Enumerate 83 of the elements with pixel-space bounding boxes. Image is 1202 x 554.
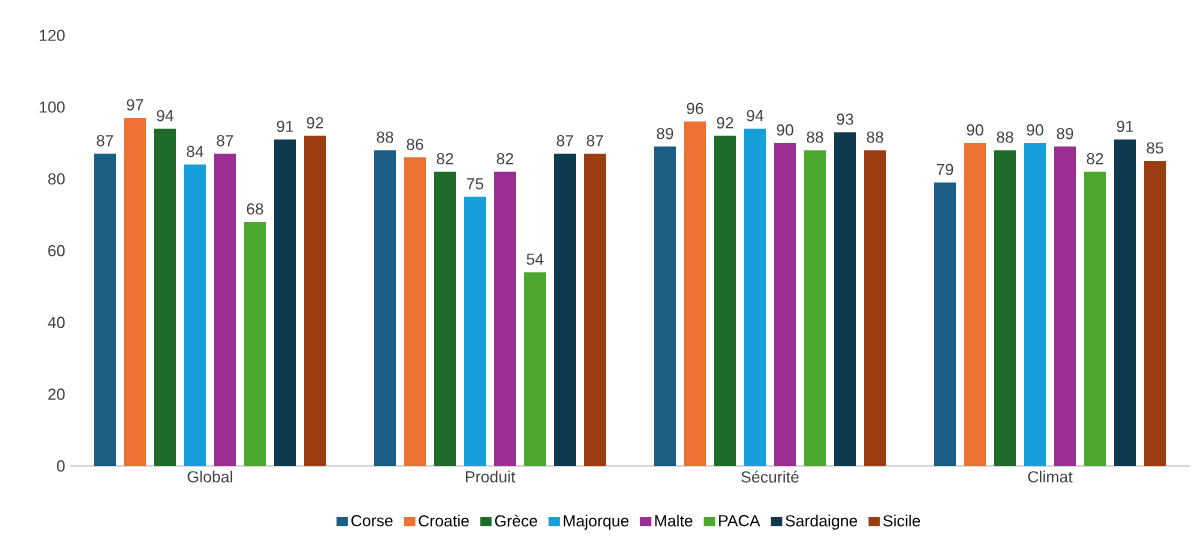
data-label: 75 bbox=[466, 178, 484, 190]
bar bbox=[374, 150, 396, 466]
bar bbox=[864, 150, 887, 466]
data-label: 94 bbox=[156, 109, 174, 122]
legend-label: Grèce bbox=[495, 514, 538, 527]
data-label: 86 bbox=[406, 138, 424, 150]
y-tick-label: 120 bbox=[39, 29, 65, 41]
data-label: 82 bbox=[1086, 153, 1104, 165]
data-label: 87 bbox=[96, 135, 114, 147]
bar bbox=[464, 196, 487, 466]
data-label: 88 bbox=[996, 131, 1014, 143]
bar bbox=[804, 150, 827, 466]
data-label: 97 bbox=[126, 99, 144, 111]
x-tick-label: Global bbox=[187, 470, 233, 483]
data-label: 93 bbox=[836, 113, 854, 125]
data-label: 88 bbox=[376, 131, 394, 143]
legend-label: PACA bbox=[719, 514, 761, 527]
bar bbox=[834, 132, 857, 466]
data-label: 87 bbox=[216, 135, 234, 147]
y-tick-label: 60 bbox=[48, 245, 65, 257]
bar bbox=[244, 221, 267, 466]
legend-label: Sardaigne bbox=[785, 514, 858, 530]
bar bbox=[934, 182, 957, 466]
bar bbox=[274, 139, 296, 466]
bar bbox=[1084, 171, 1107, 466]
data-label: 87 bbox=[556, 135, 574, 147]
data-label: 94 bbox=[746, 109, 764, 122]
legend-label: Croatie bbox=[418, 514, 469, 527]
legend-label: Malte bbox=[655, 514, 693, 527]
data-label: 88 bbox=[866, 131, 884, 143]
data-label: 90 bbox=[966, 124, 984, 136]
data-label: 90 bbox=[1026, 124, 1044, 136]
data-label: 92 bbox=[716, 117, 734, 129]
bar bbox=[124, 117, 146, 466]
data-label: 91 bbox=[1116, 120, 1134, 133]
bar bbox=[1144, 160, 1167, 466]
bar bbox=[744, 128, 767, 466]
bar bbox=[1024, 143, 1047, 466]
data-label: 91 bbox=[276, 120, 294, 133]
data-label: 89 bbox=[656, 127, 674, 140]
x-tick-label: Produit bbox=[465, 470, 516, 483]
data-label: 82 bbox=[496, 153, 514, 165]
data-label: 88 bbox=[806, 131, 824, 143]
bar bbox=[524, 272, 547, 466]
data-label: 89 bbox=[1056, 127, 1074, 140]
legend-label: Corse bbox=[351, 514, 393, 527]
data-label: 82 bbox=[436, 153, 454, 165]
data-label: 85 bbox=[1146, 142, 1164, 154]
bar bbox=[494, 171, 517, 466]
bar bbox=[404, 157, 427, 466]
bar bbox=[94, 153, 117, 466]
data-label: 54 bbox=[526, 253, 544, 265]
bar bbox=[554, 153, 577, 466]
bar bbox=[584, 153, 606, 466]
y-tick-label: 20 bbox=[48, 388, 65, 400]
data-label: 84 bbox=[186, 145, 204, 158]
bar bbox=[994, 150, 1017, 466]
bar bbox=[964, 143, 987, 466]
data-label: 87 bbox=[586, 135, 604, 147]
x-tick-label: Climat bbox=[1028, 470, 1073, 483]
y-tick-label: 40 bbox=[47, 316, 65, 329]
data-label: 90 bbox=[776, 124, 794, 136]
data-label: 92 bbox=[306, 117, 324, 129]
x-tick-label: Sécurité bbox=[741, 470, 799, 483]
bar bbox=[184, 164, 206, 466]
bar bbox=[714, 135, 737, 466]
bar bbox=[214, 153, 236, 466]
legend-label: Sicile bbox=[883, 514, 921, 527]
bar bbox=[304, 135, 327, 466]
y-tick-label: 100 bbox=[39, 101, 65, 113]
bar bbox=[154, 128, 177, 466]
legend-label: Majorque bbox=[563, 514, 629, 530]
data-label: 79 bbox=[936, 163, 954, 176]
y-tick-label: 80 bbox=[48, 173, 65, 185]
bar bbox=[1054, 146, 1077, 466]
bar bbox=[1114, 139, 1137, 466]
y-tick-label: 0 bbox=[57, 460, 65, 472]
bar bbox=[654, 146, 677, 466]
bar bbox=[684, 121, 707, 466]
bar bbox=[774, 143, 797, 466]
bar bbox=[434, 171, 457, 466]
data-label: 68 bbox=[246, 203, 264, 215]
data-label: 96 bbox=[686, 102, 704, 115]
